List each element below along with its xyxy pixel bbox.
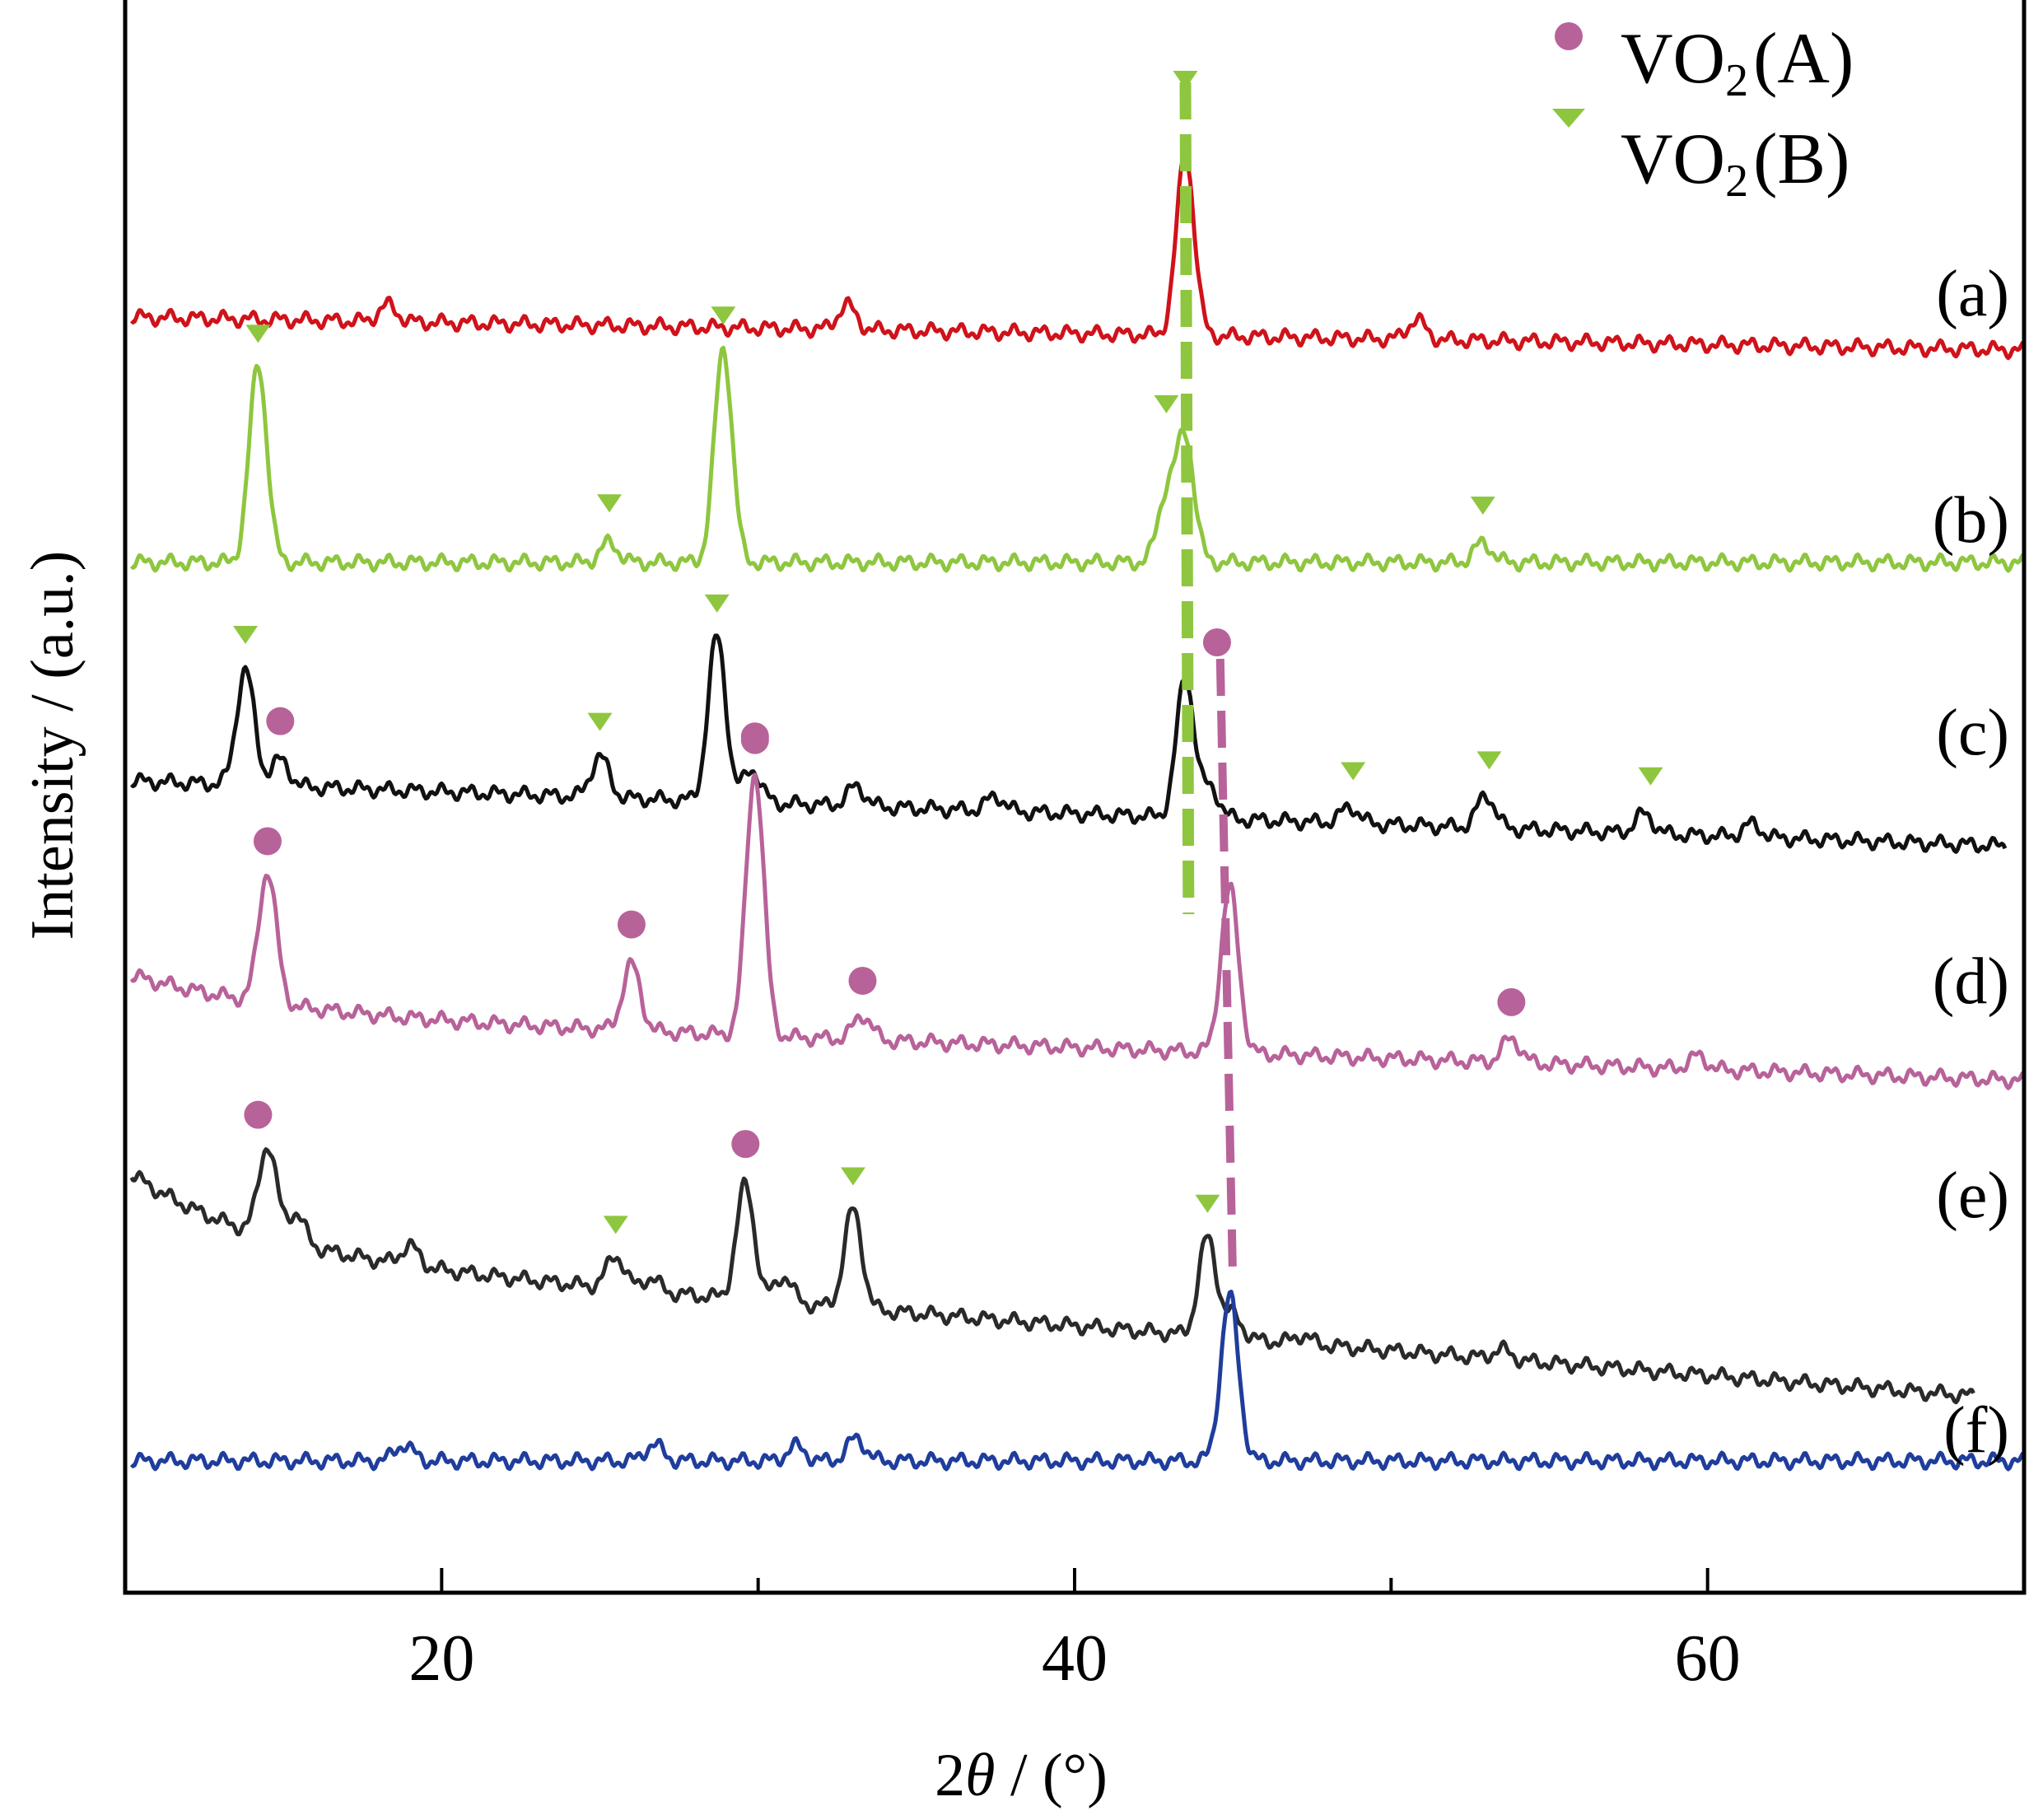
marker-vo2a (266, 707, 295, 735)
trace-b (129, 345, 2025, 573)
series-label-f: (f) (1943, 1394, 2009, 1467)
legend-label-vo2b: VO2(B) (1621, 119, 1849, 207)
series-label-d: (d) (1933, 945, 2009, 1018)
marker-vo2b (603, 1216, 628, 1234)
reference-line-vo2a (1215, 658, 1238, 1281)
marker-vo2b (233, 626, 259, 645)
series-label-c: (c) (1936, 697, 2009, 769)
legend-label-vo2a: VO2(A) (1621, 19, 1854, 106)
marker-vo2b (597, 494, 623, 513)
x-tick-label: 60 (1675, 1622, 1741, 1695)
series-labels: (a) (b) (c) (d) (e) (f) (1933, 258, 2009, 1467)
trace-a (129, 156, 2025, 361)
trace-d (129, 772, 2025, 1090)
marker-vo2a (253, 827, 282, 856)
trace-e (129, 1147, 1975, 1405)
plot-frame (123, 0, 2027, 1595)
marker-vo2a (848, 966, 877, 995)
x-tick-label: 40 (1042, 1622, 1108, 1695)
series-label-a: (a) (1936, 258, 2009, 330)
marker-vo2b (1476, 751, 1502, 770)
trace-f (129, 1290, 2025, 1472)
marker-vo2b (1470, 496, 1495, 515)
reference-lines (1179, 82, 1238, 1281)
peak-markers (233, 71, 1663, 1234)
legend-marker-vo2b (1552, 109, 1585, 128)
marker-vo2b (1195, 1194, 1220, 1213)
marker-vo2b (1173, 71, 1198, 89)
marker-vo2a (1497, 987, 1526, 1016)
series-traces (129, 156, 2025, 1472)
marker-vo2a (731, 1130, 760, 1159)
series-label-e: (e) (1936, 1160, 2009, 1232)
marker-vo2a (1202, 628, 1231, 656)
marker-vo2b (711, 306, 736, 325)
x-axis-label: 2θ / (°) (935, 1742, 1108, 1809)
marker-vo2b (587, 712, 613, 731)
marker-vo2a (617, 910, 646, 939)
series-label-b: (b) (1933, 484, 2009, 557)
marker-vo2a (244, 1100, 273, 1129)
marker-vo2b (704, 594, 730, 613)
marker-vo2b (245, 324, 271, 343)
marker-vo2b (1154, 394, 1179, 413)
marker-vo2b (1638, 767, 1663, 786)
y-axis-label: Intensity / (a.u.) (19, 551, 86, 940)
reference-line-vo2b (1179, 82, 1195, 915)
x-ticks: 20 40 60 (408, 1568, 1741, 1695)
x-tick-label: 20 (408, 1622, 474, 1695)
legend-marker-vo2a (1555, 22, 1583, 50)
marker-vo2a (740, 726, 769, 754)
marker-vo2b (840, 1167, 865, 1186)
legend: VO2(A) VO2(B) (1552, 19, 1854, 207)
trace-c (129, 633, 2008, 854)
marker-vo2b (1341, 762, 1366, 781)
